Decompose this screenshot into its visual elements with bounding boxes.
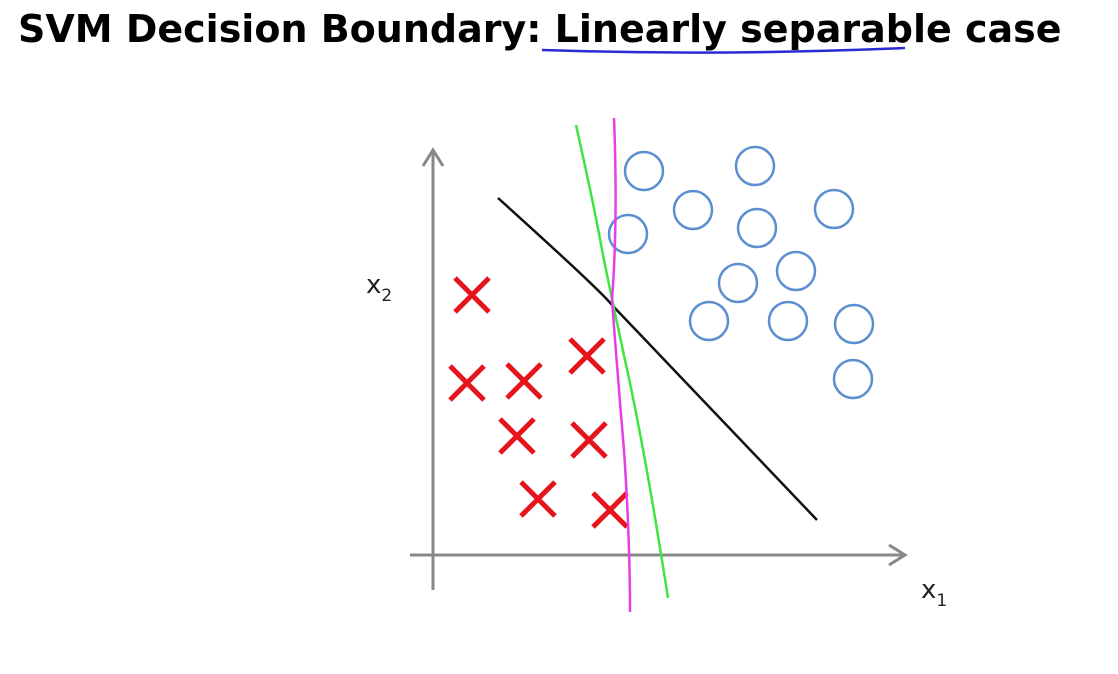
axes xyxy=(410,147,908,590)
circle xyxy=(775,250,817,292)
circle xyxy=(736,207,778,249)
cross xyxy=(448,364,486,402)
x-axis-label: x1 xyxy=(921,575,947,611)
y-arrow xyxy=(421,147,445,167)
circle xyxy=(832,358,874,400)
cross xyxy=(568,337,606,375)
cross xyxy=(591,491,629,529)
y-axis-label: x2 xyxy=(366,270,392,306)
circle xyxy=(767,300,809,342)
circle xyxy=(813,188,855,230)
circle xyxy=(623,150,665,192)
svm-boundary xyxy=(497,197,818,521)
x-arrow xyxy=(888,543,908,567)
y-label-base: x xyxy=(366,270,381,300)
title: SVM Decision Boundary: Linearly separabl… xyxy=(18,7,1062,51)
cross xyxy=(570,421,608,459)
y-label-sub: 2 xyxy=(381,286,392,306)
circle xyxy=(833,303,875,345)
cross xyxy=(519,480,557,518)
magenta-boundary xyxy=(610,117,632,613)
underline xyxy=(541,46,906,54)
circle xyxy=(734,145,776,187)
green-boundary xyxy=(574,124,670,599)
cross xyxy=(498,417,536,455)
circle xyxy=(607,213,649,255)
cross xyxy=(453,276,491,314)
positive-points xyxy=(607,145,875,400)
x-label-base: x xyxy=(921,575,936,605)
x-label-sub: 1 xyxy=(936,591,947,611)
negative-points xyxy=(448,276,629,529)
circle xyxy=(717,262,759,304)
circle xyxy=(672,189,714,231)
cross xyxy=(505,362,543,400)
circle xyxy=(688,300,730,342)
